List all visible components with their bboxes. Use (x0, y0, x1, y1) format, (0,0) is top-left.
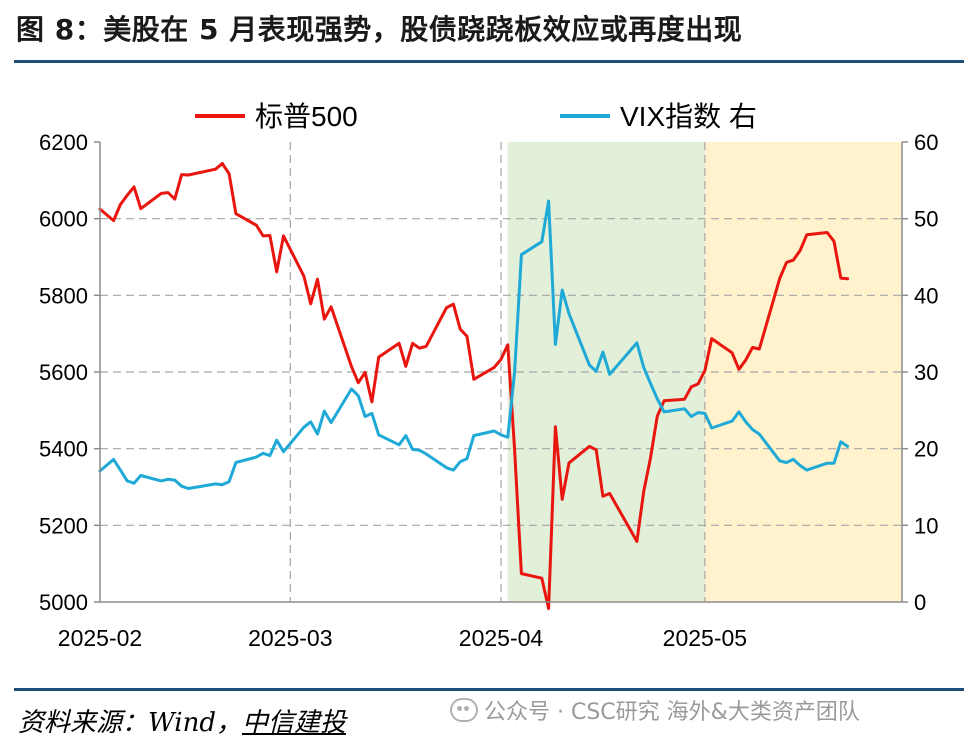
legend-label-sp500: 标普500 (255, 101, 358, 132)
x-tick-label: 2025-04 (459, 625, 544, 651)
y-right-tick-label: 40 (914, 283, 938, 308)
y-right-tick-label: 50 (914, 207, 938, 232)
y-right-tick-label: 30 (914, 360, 938, 385)
y-right-tick-label: 60 (914, 130, 938, 155)
y-right-tick-label: 20 (914, 437, 938, 462)
y-left-tick-label: 5200 (39, 513, 88, 538)
source-label: 资料来源：Wind， (18, 708, 242, 738)
watermark-text: 公众号 · CSC研究 海外&大类资产团队 (484, 700, 860, 725)
figure-title: 图 8：美股在 5 月表现强势，股债跷跷板效应或再度出现 (16, 13, 743, 46)
source-org: 中信建投 (241, 708, 346, 738)
y-left-tick-label: 5600 (39, 360, 88, 385)
legend-label-vix: VIX指数 右 (620, 101, 757, 132)
source-note: 资料来源：Wind，中信建投 (18, 702, 346, 739)
y-left-tick-label: 5400 (39, 437, 88, 462)
y-left-tick-label: 6000 (39, 207, 88, 232)
title-rule (14, 60, 964, 63)
series-line-sp500 (98, 162, 850, 610)
x-tick-label: 2025-05 (663, 625, 747, 651)
x-tick-label: 2025-02 (58, 625, 142, 651)
x-tick-label: 2025-03 (248, 625, 332, 651)
y-left-tick-label: 5800 (39, 283, 88, 308)
y-left-tick-label: 5000 (39, 590, 88, 615)
y-right-tick-label: 10 (914, 513, 938, 538)
y-right-tick-label: 0 (914, 590, 926, 615)
watermark: 公众号 · CSC研究 海外&大类资产团队 (450, 694, 860, 726)
y-left-tick-label: 6200 (39, 130, 88, 155)
footer-rule (14, 688, 964, 691)
chart: 2025-02 2025-03 2025-04 2025-05 5000 5200 5400… (39, 101, 938, 651)
series-line-vix (98, 199, 850, 490)
wechat-icon (450, 698, 478, 722)
